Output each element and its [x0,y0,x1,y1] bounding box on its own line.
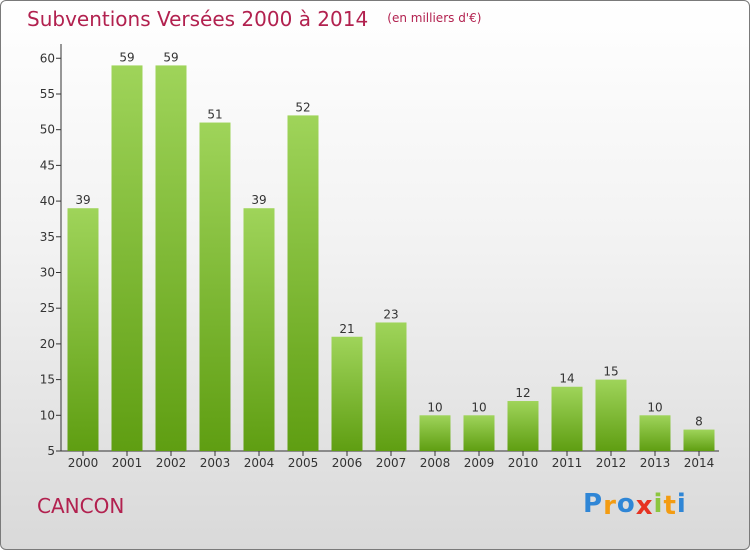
logo-letter: i [676,489,687,519]
bar-value-label: 10 [647,400,662,414]
chart-title: Subventions Versées 2000 à 2014 [27,7,369,31]
x-tick-label: 2007 [376,456,407,470]
chart-subtitle: (en milliers d'€) [387,11,482,25]
y-tick-label: 20 [40,337,55,351]
x-tick-label: 2008 [420,456,451,470]
bar [67,208,99,451]
bar [683,429,715,451]
x-tick-label: 2012 [596,456,627,470]
bar [155,65,187,451]
title-block: Subventions Versées 2000 à 2014 (en mill… [27,7,481,31]
x-tick-label: 2001 [112,456,143,470]
logo-letter: o [616,489,636,519]
bar [331,336,363,451]
x-tick-label: 2009 [464,456,495,470]
bar-value-label: 59 [119,50,134,64]
x-tick-label: 2014 [684,456,715,470]
bar-value-label: 39 [251,193,266,207]
x-tick-label: 2000 [68,456,99,470]
bar [243,208,275,451]
bar-value-label: 51 [207,108,222,122]
y-tick-label: 10 [40,408,55,422]
y-tick-label: 50 [40,123,55,137]
bar-value-label: 15 [603,365,618,379]
x-tick-label: 2006 [332,456,363,470]
x-tick-label: 2013 [640,456,671,470]
y-tick-label: 35 [40,230,55,244]
y-tick-label: 30 [40,265,55,279]
bar [375,322,407,451]
bar-value-label: 39 [75,193,90,207]
bar [199,122,231,452]
logo-letter: x [635,491,654,521]
logo-letter: P [583,489,604,519]
bar-value-label: 52 [295,100,310,114]
bar [507,401,539,451]
y-tick-label: 60 [40,51,55,65]
x-tick-label: 2010 [508,456,539,470]
value-labels: 39 59 59 51 39 52 21 23 10 10 12 14 15 10 8 [75,50,702,428]
commune-name: CANCON [37,494,125,518]
logo-letter: i [653,489,664,519]
axes: 5 10 15 20 25 30 35 40 45 50 55 60 2000 2001 2002 2003 2… [40,44,719,470]
bars [67,65,715,452]
proxiti-logo: Proxiti [583,489,687,521]
bar-value-label: 23 [383,307,398,321]
bar-value-label: 8 [695,415,703,429]
bar-value-label: 59 [163,50,178,64]
bar [111,65,143,451]
bar-value-label: 10 [471,400,486,414]
bar [419,415,451,451]
bar [287,115,319,452]
x-tick-label: 2004 [244,456,275,470]
y-tick-label: 40 [40,194,55,208]
x-tick-label: 2005 [288,456,319,470]
y-tick-label: 25 [40,301,55,315]
bar [639,415,671,451]
bar-value-label: 21 [339,322,354,336]
x-tick-label: 2011 [552,456,583,470]
bar-value-label: 14 [559,372,574,386]
x-tick-label: 2002 [156,456,187,470]
x-tick-label: 2003 [200,456,231,470]
y-tick-label: 15 [40,373,55,387]
y-tick-label: 45 [40,158,55,172]
bar [551,386,583,451]
logo-letter: t [663,491,677,521]
bar-value-label: 12 [515,386,530,400]
bar [463,415,495,451]
logo-letter: r [603,491,617,521]
bar [595,379,627,451]
y-tick-label: 5 [47,444,55,458]
y-tick-label: 55 [40,87,55,101]
bar-value-label: 10 [427,400,442,414]
